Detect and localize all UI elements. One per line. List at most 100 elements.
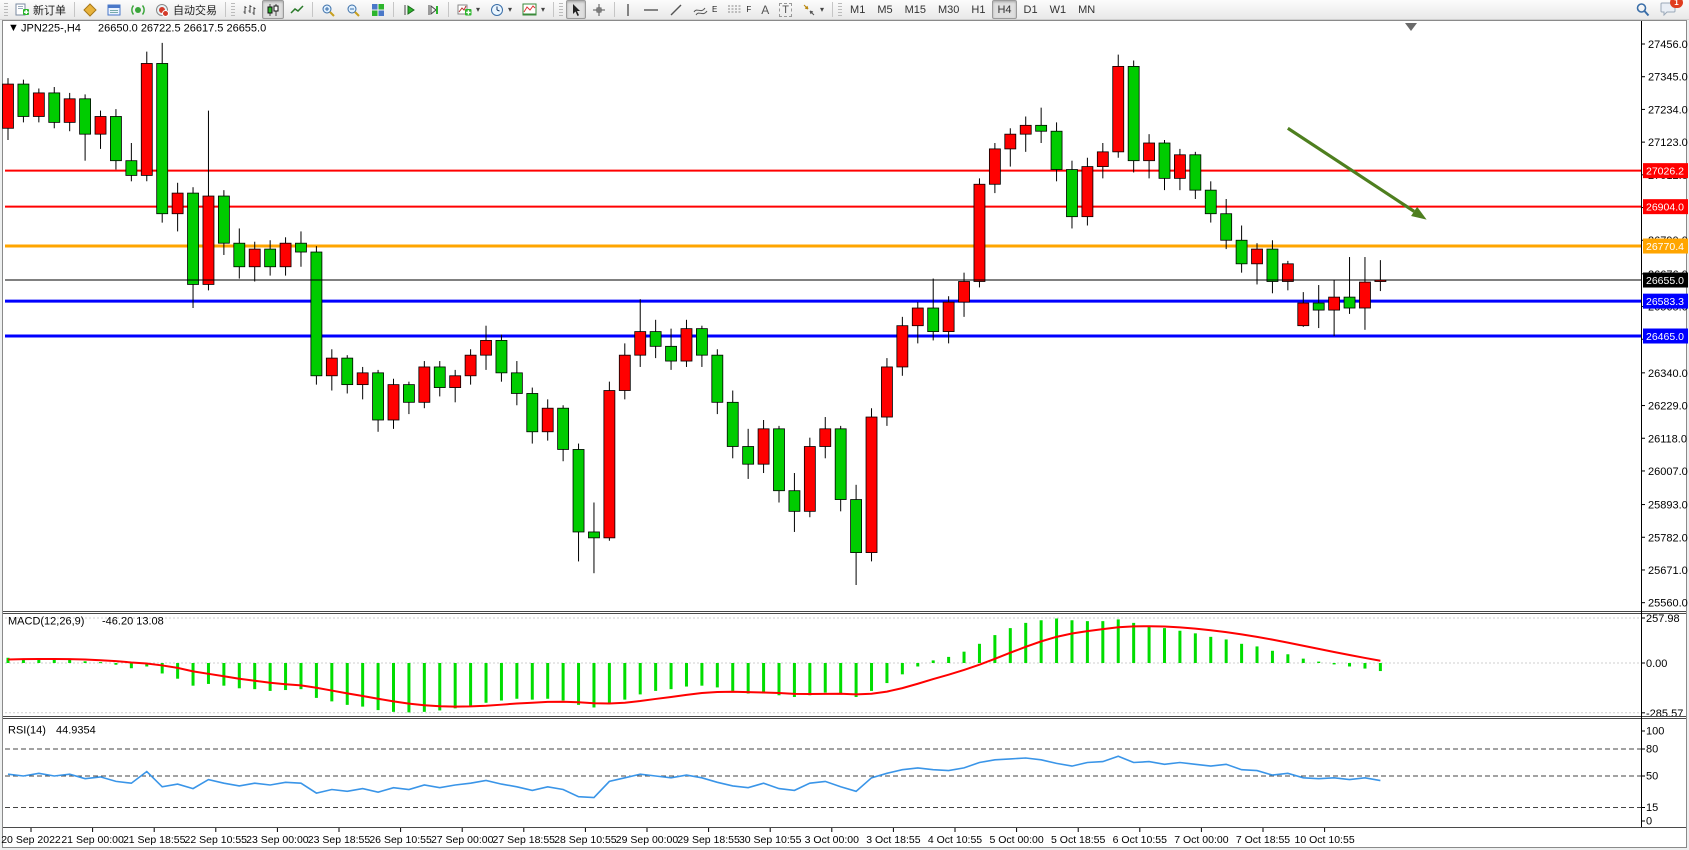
fibonacci-button[interactable]: F: [723, 0, 755, 19]
chart-candles-button[interactable]: [262, 0, 284, 19]
cursor-button[interactable]: [566, 0, 587, 19]
text-label-button[interactable]: T: [775, 0, 796, 19]
notifications-button[interactable]: 1: [1656, 0, 1683, 19]
macd-histogram-bar: [314, 663, 318, 698]
trendline-button[interactable]: [665, 0, 687, 19]
toolbar-grip[interactable]: [838, 2, 843, 17]
macd-histogram-bar: [1178, 630, 1182, 663]
macd-histogram-bar: [237, 663, 241, 689]
equidistant-channel-button[interactable]: E: [689, 0, 721, 19]
channel-icon: [693, 3, 709, 17]
macd-histogram-bar: [422, 663, 426, 712]
timeframe-button-m30[interactable]: M30: [938, 3, 960, 16]
trend-arrow-head[interactable]: [1411, 206, 1427, 220]
candle-body-down: [1220, 213, 1233, 241]
candle-body-down: [341, 357, 354, 386]
crosshair-button[interactable]: [588, 0, 610, 19]
price-tick-label: 26340.0: [1648, 368, 1688, 380]
timeframe-button-m15[interactable]: M15: [904, 3, 927, 16]
candle-body-up: [988, 148, 1001, 185]
candle-body-down: [526, 393, 539, 433]
toolbar-grip[interactable]: [4, 2, 8, 17]
timeframe-button-h1[interactable]: H1: [971, 3, 986, 16]
timeframe-button-d1[interactable]: D1: [1023, 3, 1038, 16]
candle-body-down: [742, 446, 755, 465]
macd-histogram-bar: [823, 663, 827, 693]
templates-dropdown-caret[interactable]: ▾: [541, 5, 546, 14]
macd-histogram-bar: [623, 663, 627, 700]
macd-histogram-bar: [145, 663, 149, 667]
chart-shift-marker[interactable]: [1405, 23, 1417, 31]
price-badge-26655.0: [1643, 272, 1688, 288]
candle-body-up: [418, 366, 431, 403]
zoom-out-button[interactable]: [342, 0, 365, 19]
macd-histogram-bar: [931, 660, 935, 663]
arrows-tool-button[interactable]: ▾: [798, 0, 828, 19]
toolbar-grip[interactable]: [559, 2, 564, 17]
price-badge-26770.4: [1643, 238, 1688, 254]
tile-windows-button[interactable]: [367, 0, 389, 19]
candle-body-down: [711, 354, 724, 403]
time-tick-label: 7 Oct 18:55: [1236, 834, 1290, 846]
auto-scroll-button[interactable]: [398, 0, 420, 19]
add-indicator-icon: [457, 3, 472, 17]
candle-body-down: [1312, 302, 1325, 311]
indicators-button[interactable]: ▾: [453, 0, 484, 19]
price-tick-label: 27456.0: [1648, 39, 1688, 51]
price-tick-label: 26118.0: [1648, 433, 1687, 445]
macd-histogram-bar: [1317, 661, 1321, 663]
indicators-dropdown-caret[interactable]: ▾: [476, 5, 481, 14]
autotrading-icon: [155, 3, 170, 17]
new-order-button[interactable]: 新订单: [11, 0, 70, 19]
template-icon: [522, 3, 537, 16]
signals-button[interactable]: [127, 0, 149, 19]
timeframe-button-h4[interactable]: H4: [992, 0, 1017, 19]
vertical-line-button[interactable]: [619, 0, 637, 19]
candle-body-up: [171, 192, 184, 215]
chart-shift-button[interactable]: [422, 0, 444, 19]
timeframe-button-w1[interactable]: W1: [1049, 3, 1067, 16]
panel-separators[interactable]: [3, 611, 1686, 828]
timeframe-button-m5[interactable]: M5: [877, 3, 893, 16]
candle-body-up: [911, 307, 924, 327]
price-tick-label: 27234.0: [1648, 104, 1688, 116]
timeframe-button-mn[interactable]: MN: [1078, 3, 1096, 16]
price-badge-label: 26655.0: [1646, 275, 1684, 287]
macd-histogram-bar: [1055, 618, 1059, 663]
chart-bars-button[interactable]: [238, 0, 260, 19]
candle-body-down: [187, 192, 199, 285]
styler-button[interactable]: [79, 0, 101, 19]
candle-body-down: [1189, 154, 1202, 191]
price-badge-label: 27026.2: [1646, 166, 1684, 178]
time-tick-label: 21 Sep 18:55: [123, 834, 186, 846]
trendline-icon: [669, 3, 683, 17]
text-button[interactable]: A: [757, 0, 773, 19]
zoom-in-button[interactable]: [317, 0, 340, 19]
periods-button[interactable]: ▾: [486, 0, 516, 19]
search-icon: [1635, 2, 1650, 17]
macd-histogram-bar: [1024, 622, 1028, 663]
time-tick-label: 27 Sep 18:55: [493, 834, 556, 846]
macd-histogram-bar: [762, 663, 766, 694]
candle-body-down: [588, 531, 600, 539]
horizontal-line-button[interactable]: [639, 0, 663, 19]
market-watch-button[interactable]: [103, 0, 125, 19]
periods-dropdown-caret[interactable]: ▾: [508, 5, 513, 14]
macd-histogram-bar: [1101, 621, 1105, 663]
macd-histogram-bar: [1147, 625, 1151, 663]
macd-histogram-bar: [160, 663, 164, 674]
chart-line-button[interactable]: [286, 0, 308, 19]
toolbar-grip[interactable]: [231, 2, 235, 17]
macd-histogram-bar: [21, 658, 25, 663]
macd-histogram-bar: [577, 663, 581, 705]
symbol-dropdown-arrow[interactable]: ▼: [8, 22, 19, 34]
timeframe-button-m1[interactable]: M1: [850, 3, 866, 16]
templates-button[interactable]: ▾: [518, 0, 549, 19]
search-button[interactable]: [1631, 0, 1654, 19]
price-tick-label: 27123.0: [1648, 137, 1688, 149]
rsi-label: RSI(14): [8, 725, 46, 737]
trend-arrow-line[interactable]: [1286, 126, 1415, 213]
arrows-dropdown-caret[interactable]: ▾: [820, 5, 825, 14]
time-tick-label: 10 Oct 10:55: [1295, 834, 1355, 846]
autotrading-button[interactable]: 自动交易: [151, 0, 221, 19]
